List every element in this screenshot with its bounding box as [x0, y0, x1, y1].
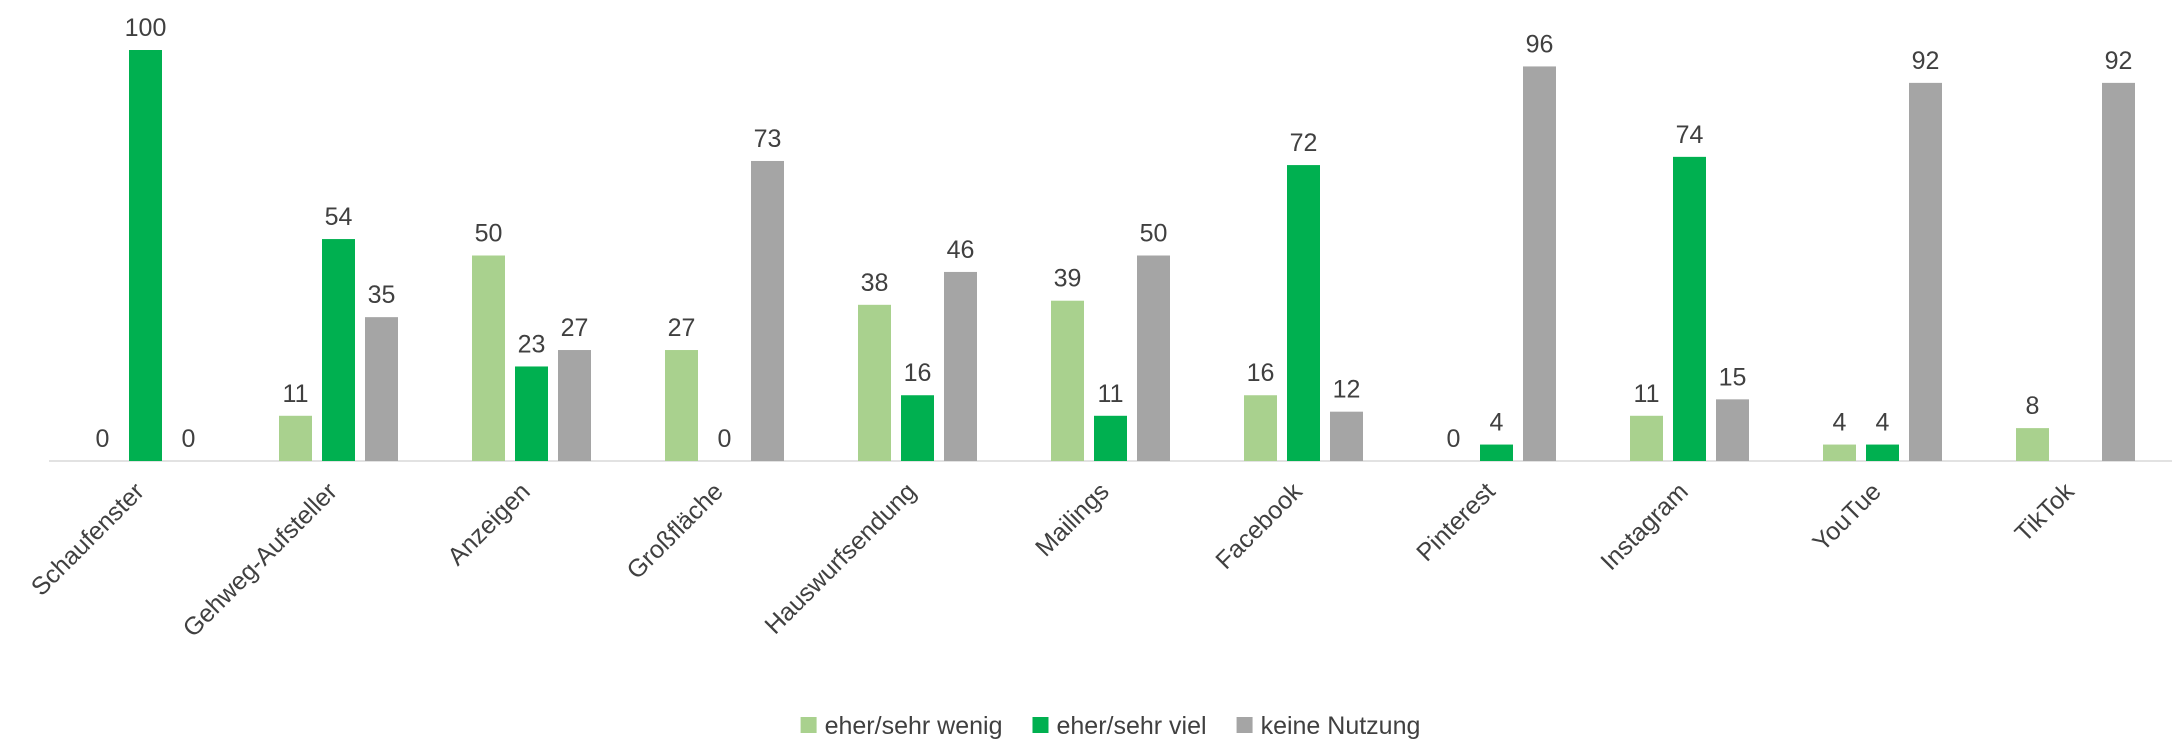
bar [1480, 444, 1513, 461]
legend-label: eher/sehr wenig [825, 712, 1003, 740]
value-label: 50 [1140, 220, 1168, 248]
bar [1330, 411, 1363, 461]
bar [558, 350, 591, 461]
value-label: 27 [561, 314, 589, 342]
bar [472, 255, 505, 461]
bar [1630, 415, 1663, 461]
value-label: 54 [325, 203, 353, 231]
value-label: 46 [947, 236, 975, 264]
legend-label: eher/sehr viel [1056, 712, 1206, 740]
bar [2016, 428, 2049, 461]
value-label: 0 [182, 425, 196, 453]
value-label: 4 [1876, 409, 1890, 437]
bar [901, 395, 934, 461]
value-label: 0 [718, 425, 732, 453]
x-tick-label: Anzeigen [442, 477, 536, 571]
legend-label: keine Nutzung [1261, 712, 1421, 740]
x-tick-label: Gehweg-Aufsteller [178, 477, 343, 642]
bar [1094, 415, 1127, 461]
bar [751, 160, 784, 461]
legend-swatch [1236, 717, 1253, 733]
value-label: 72 [1290, 129, 1318, 157]
x-tick-label: TikTok [2010, 477, 2081, 548]
bar [1823, 444, 1856, 461]
value-label: 16 [1247, 359, 1275, 387]
value-label: 35 [368, 281, 396, 309]
bar [858, 304, 891, 461]
bar [129, 50, 162, 461]
value-label: 38 [861, 269, 889, 297]
value-label: 92 [1912, 47, 1940, 75]
bar [279, 415, 312, 461]
x-tick-label: Hauswurfsendung [759, 477, 921, 639]
bar [322, 239, 355, 461]
x-tick-label: Mailings [1030, 477, 1115, 562]
bar [1287, 165, 1320, 461]
value-label: 73 [754, 125, 782, 153]
bar [1523, 66, 1556, 461]
value-label: 0 [96, 425, 110, 453]
bar [515, 366, 548, 461]
x-tick-label: Großfläche [621, 477, 728, 584]
value-label: 16 [904, 359, 932, 387]
bar [1673, 156, 1706, 462]
bar [1137, 255, 1170, 461]
value-label: 23 [518, 330, 546, 358]
value-label: 8 [2026, 392, 2040, 420]
value-label: 15 [1719, 363, 1747, 391]
value-label: 11 [1098, 380, 1124, 408]
legend-swatch [800, 717, 817, 733]
value-label: 96 [1526, 30, 1554, 58]
x-tick-label: Pinterest [1411, 477, 1501, 567]
bar [1244, 395, 1277, 461]
value-label: 0 [1447, 425, 1461, 453]
bar [1909, 82, 1942, 461]
value-label: 74 [1676, 121, 1704, 149]
value-label: 27 [668, 314, 696, 342]
value-label: 11 [1634, 380, 1660, 408]
bar [365, 317, 398, 461]
value-label: 92 [2105, 47, 2133, 75]
value-label: 100 [125, 14, 167, 42]
value-label: 12 [1333, 376, 1361, 404]
bar [2102, 82, 2135, 461]
bar [1051, 300, 1084, 461]
bar [665, 350, 698, 461]
bar [1866, 444, 1899, 461]
bar [1716, 399, 1749, 461]
value-label: 50 [475, 220, 503, 248]
value-label: 4 [1490, 409, 1504, 437]
x-tick-label: Schaufenster [26, 477, 150, 601]
x-tick-label: Instagram [1595, 477, 1693, 575]
value-label: 39 [1054, 265, 1082, 293]
x-tick-label: Facebook [1210, 477, 1308, 575]
x-tick-label: YouTue [1807, 477, 1886, 556]
value-label: 4 [1833, 409, 1847, 437]
value-label: 11 [283, 380, 309, 408]
bar [944, 271, 977, 461]
legend-swatch [1032, 717, 1049, 733]
